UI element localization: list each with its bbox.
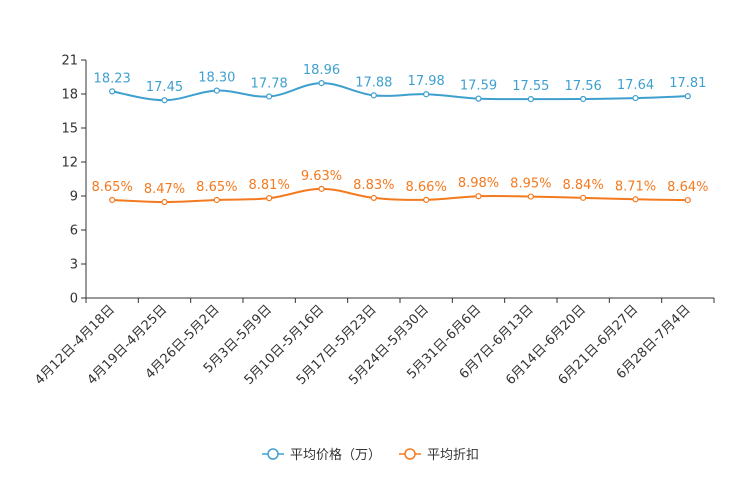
data-point (423, 91, 430, 98)
legend-item: 平均折扣 (399, 448, 479, 463)
data-label: 8.47% (144, 182, 185, 197)
data-point (213, 196, 220, 204)
data-point (161, 198, 168, 206)
data-label: 17.45 (146, 80, 183, 95)
y-axis: 0 3 6 9 12 15 18 21 (61, 54, 87, 307)
data-point (475, 193, 482, 200)
data-point (161, 97, 168, 104)
series-layer: 18.23 17.45 18.30 17.78 18.96 17.88 17.98 17.59… (92, 63, 708, 206)
data-point (580, 95, 587, 103)
data-point (475, 95, 482, 102)
y-tick-label: 0 (70, 292, 78, 307)
x-axis: 4月12日-4月18日4月19日-4月25日4月26日-5月2日5月3日-5月9… (32, 297, 715, 388)
series-0: 18.23 17.45 18.30 17.78 18.96 17.88 17.98 17.59… (94, 63, 706, 104)
data-label: 17.55 (512, 79, 549, 94)
legend: 平均价格（万） 平均折扣 (262, 447, 479, 463)
y-tick-label: 18 (61, 88, 78, 103)
data-label: 8.95% (510, 177, 551, 192)
data-label: 8.66% (406, 180, 447, 195)
y-tick-label: 21 (61, 54, 78, 69)
data-label: 8.64% (667, 180, 708, 195)
series-1: 8.65% 8.47% 8.65% 8.81% 9.63% 8.83% 8.66% 8.98%… (92, 169, 708, 206)
data-point (370, 194, 377, 202)
data-point (109, 196, 116, 204)
legend-circle-marker (267, 448, 279, 460)
data-label: 8.71% (615, 179, 656, 194)
data-label: 8.81% (249, 178, 290, 193)
data-label: 18.96 (303, 63, 340, 78)
data-label: 8.84% (563, 178, 604, 193)
data-point (109, 88, 116, 95)
data-label: 8.65% (92, 180, 133, 195)
y-tick-label: 6 (70, 224, 78, 239)
data-point (213, 87, 220, 94)
data-label: 17.88 (355, 75, 392, 90)
data-point (266, 195, 273, 202)
y-tick-label: 15 (61, 122, 78, 137)
data-point (527, 193, 534, 200)
data-point (423, 196, 430, 203)
data-label: 8.65% (196, 180, 237, 195)
data-point (632, 196, 639, 203)
data-label: 8.83% (353, 178, 394, 193)
data-point (684, 93, 691, 100)
data-label: 17.78 (251, 76, 288, 91)
data-label: 17.98 (408, 74, 445, 89)
data-label: 8.98% (458, 176, 499, 191)
data-point (318, 80, 325, 87)
legend-item: 平均价格（万） (262, 447, 381, 463)
y-tick-label: 12 (61, 156, 78, 171)
data-label: 17.64 (617, 78, 654, 93)
data-point (580, 194, 587, 201)
data-point (527, 95, 534, 103)
series-line (112, 187, 688, 204)
data-label: 9.63% (301, 169, 342, 184)
data-label: 18.30 (198, 71, 235, 86)
legend-label: 平均价格（万） (290, 447, 381, 463)
data-point (684, 196, 691, 204)
data-point (318, 185, 325, 192)
data-label: 17.56 (565, 79, 602, 94)
data-label: 17.81 (669, 76, 706, 91)
data-point (632, 94, 639, 102)
legend-label: 平均折扣 (427, 448, 479, 463)
legend-circle-marker (404, 448, 416, 460)
data-label: 18.23 (94, 71, 131, 86)
data-point (266, 93, 273, 100)
data-label: 17.59 (460, 79, 497, 94)
series-line (111, 82, 688, 102)
y-tick-label: 9 (70, 190, 78, 205)
y-tick-label: 3 (70, 258, 78, 273)
data-point (370, 92, 377, 99)
